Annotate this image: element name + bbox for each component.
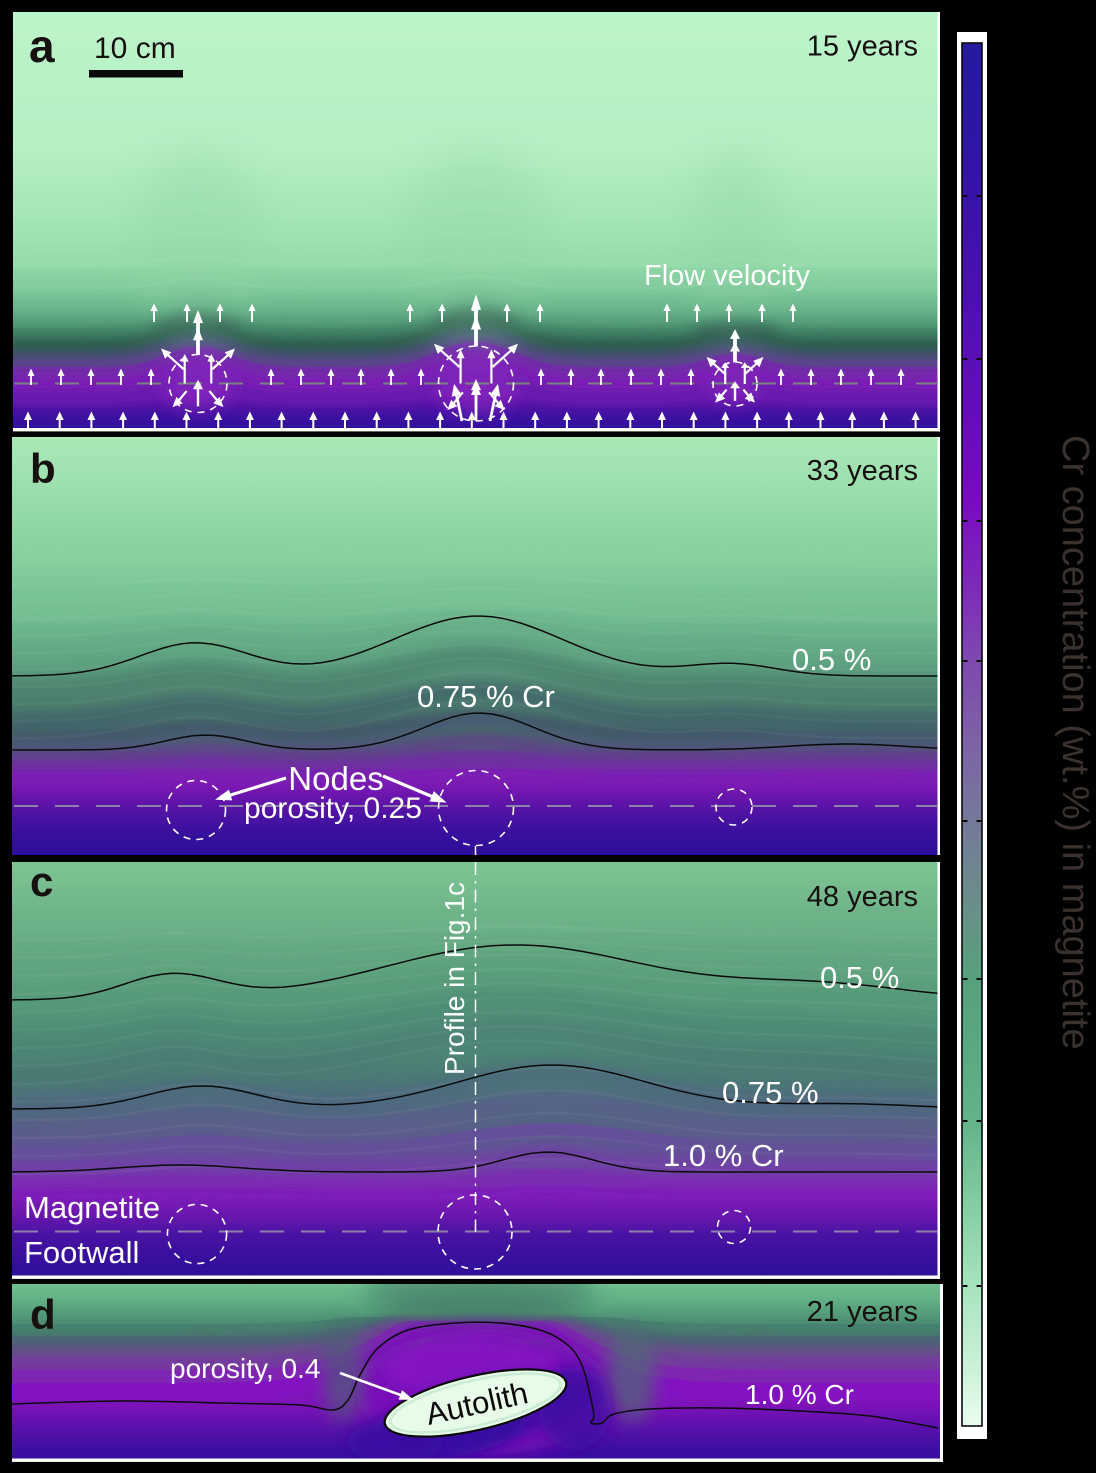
svg-text:Flow velocity: Flow velocity <box>644 260 810 292</box>
svg-text:Nodes: Nodes <box>288 760 383 797</box>
svg-text:porosity, 0.25: porosity, 0.25 <box>244 792 422 825</box>
svg-text:c: c <box>30 858 53 905</box>
svg-text:b: b <box>30 445 56 492</box>
svg-text:d: d <box>30 1291 56 1338</box>
svg-text:10 cm: 10 cm <box>94 32 176 65</box>
svg-text:Magnetite: Magnetite <box>24 1190 160 1225</box>
svg-text:21 years: 21 years <box>807 1296 918 1328</box>
svg-text:48 years: 48 years <box>807 881 918 913</box>
svg-text:a: a <box>29 20 55 72</box>
svg-text:Footwall: Footwall <box>24 1235 139 1270</box>
svg-text:0.75 %: 0.75 % <box>722 1075 819 1110</box>
svg-text:porosity, 0.4: porosity, 0.4 <box>170 1353 320 1384</box>
svg-text:0.5 %: 0.5 % <box>792 642 871 677</box>
svg-text:Cr concentration (wt.%) in mag: Cr concentration (wt.%) in magnetite <box>1054 435 1096 1050</box>
svg-text:0.75 % Cr: 0.75 % Cr <box>417 679 555 714</box>
svg-text:33 years: 33 years <box>807 455 918 487</box>
svg-text:Profile in Fig.1c: Profile in Fig.1c <box>439 882 470 1075</box>
svg-text:15 years: 15 years <box>807 31 918 63</box>
svg-text:0.5 %: 0.5 % <box>820 960 899 995</box>
svg-text:1.0 % Cr: 1.0 % Cr <box>745 1379 854 1410</box>
svg-text:1.0 % Cr: 1.0 % Cr <box>663 1138 784 1173</box>
